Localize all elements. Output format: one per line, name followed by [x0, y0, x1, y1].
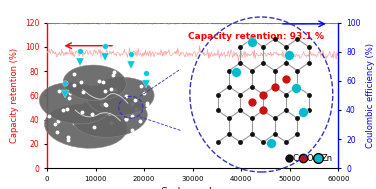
X-axis label: Cycle number: Cycle number — [161, 187, 224, 189]
Ellipse shape — [63, 65, 126, 101]
Ellipse shape — [39, 82, 111, 124]
Y-axis label: Coulombic efficiency (%): Coulombic efficiency (%) — [366, 43, 375, 148]
Ellipse shape — [86, 77, 154, 115]
Legend: C, O, Zn: C, O, Zn — [287, 154, 333, 163]
Ellipse shape — [44, 104, 127, 148]
Text: Capacity retention: 93.1 %: Capacity retention: 93.1 % — [188, 32, 324, 40]
Y-axis label: Capacity retention (%): Capacity retention (%) — [10, 48, 19, 143]
Ellipse shape — [72, 96, 147, 137]
